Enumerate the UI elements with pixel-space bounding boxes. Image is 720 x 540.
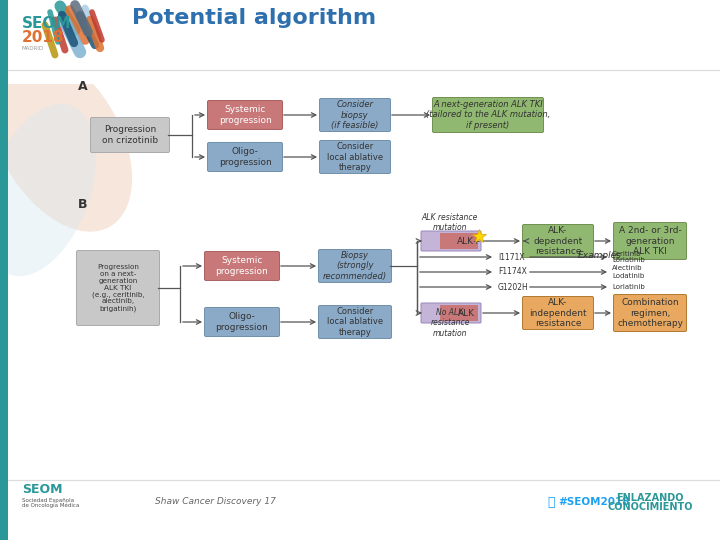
Text: 2018: 2018 bbox=[22, 30, 65, 45]
Text: ␦: ␦ bbox=[547, 496, 554, 509]
FancyBboxPatch shape bbox=[207, 100, 282, 130]
FancyBboxPatch shape bbox=[318, 249, 392, 282]
Text: Systemic
progression: Systemic progression bbox=[219, 105, 271, 125]
FancyBboxPatch shape bbox=[523, 296, 593, 329]
FancyBboxPatch shape bbox=[421, 231, 481, 251]
Text: Oligo-
progression: Oligo- progression bbox=[215, 313, 269, 332]
Text: Alectinib
Lodatinib: Alectinib Lodatinib bbox=[612, 266, 644, 279]
Text: MADRID: MADRID bbox=[22, 45, 44, 51]
Text: Systemic
progression: Systemic progression bbox=[215, 256, 269, 275]
FancyBboxPatch shape bbox=[207, 143, 282, 172]
Text: Lorlatinib: Lorlatinib bbox=[612, 284, 644, 290]
Text: ALK-
independent
resistance: ALK- independent resistance bbox=[529, 299, 587, 328]
Text: Consider
biopsy
(if feasible): Consider biopsy (if feasible) bbox=[331, 100, 379, 130]
Text: de Oncología Médica: de Oncología Médica bbox=[22, 503, 79, 508]
Bar bbox=[440, 233, 478, 249]
FancyBboxPatch shape bbox=[433, 98, 544, 132]
Text: A: A bbox=[78, 80, 88, 93]
FancyBboxPatch shape bbox=[318, 306, 392, 339]
Text: Sociedad Española: Sociedad Española bbox=[22, 498, 74, 503]
FancyBboxPatch shape bbox=[421, 303, 481, 323]
FancyBboxPatch shape bbox=[76, 251, 160, 326]
FancyBboxPatch shape bbox=[91, 118, 169, 152]
FancyBboxPatch shape bbox=[204, 252, 279, 280]
Text: I1171X: I1171X bbox=[498, 253, 525, 261]
Text: Examples: Examples bbox=[578, 251, 622, 260]
Text: F1174X: F1174X bbox=[498, 267, 527, 276]
FancyBboxPatch shape bbox=[320, 140, 390, 173]
Text: #SEOM2018: #SEOM2018 bbox=[558, 497, 629, 507]
Text: Consider
local ablative
therapy: Consider local ablative therapy bbox=[327, 143, 383, 172]
Text: No ALK
resistance
mutation: No ALK resistance mutation bbox=[431, 308, 469, 338]
Text: Consider
local ablative
therapy: Consider local ablative therapy bbox=[327, 307, 383, 336]
Bar bbox=[0, 0, 8, 540]
FancyBboxPatch shape bbox=[8, 6, 96, 84]
Text: G1202H: G1202H bbox=[498, 282, 528, 292]
Text: Biopsy
(strongly
recommended): Biopsy (strongly recommended) bbox=[323, 252, 387, 281]
FancyBboxPatch shape bbox=[320, 98, 390, 132]
Text: Progression
on crizotinib: Progression on crizotinib bbox=[102, 125, 158, 145]
FancyBboxPatch shape bbox=[523, 225, 593, 258]
Text: Combination
regimen,
chemotherapy: Combination regimen, chemotherapy bbox=[617, 299, 683, 328]
Text: A next-generation ALK TKI
(tailored to the ALK mutation,
if present): A next-generation ALK TKI (tailored to t… bbox=[426, 100, 550, 130]
FancyBboxPatch shape bbox=[204, 307, 279, 336]
Ellipse shape bbox=[0, 49, 132, 232]
Text: ALK-
dependent
resistance: ALK- dependent resistance bbox=[534, 226, 582, 255]
Text: Shaw Cancer Discovery 17: Shaw Cancer Discovery 17 bbox=[155, 497, 276, 507]
Text: Potential algorithm: Potential algorithm bbox=[132, 8, 376, 28]
Text: Progression
on a next-
generation
ALK TKI
(e.g., ceritinib,
alectinib,
brigatini: Progression on a next- generation ALK TK… bbox=[91, 264, 145, 312]
Text: SEOM: SEOM bbox=[22, 483, 63, 496]
Text: ALK: ALK bbox=[457, 308, 474, 318]
Text: SEOM: SEOM bbox=[22, 17, 71, 31]
FancyBboxPatch shape bbox=[613, 222, 686, 260]
Text: ENLAZANDO: ENLAZANDO bbox=[616, 493, 684, 503]
FancyBboxPatch shape bbox=[613, 294, 686, 332]
Text: Oligo-
progression: Oligo- progression bbox=[219, 147, 271, 166]
Ellipse shape bbox=[0, 104, 96, 276]
Text: B: B bbox=[78, 198, 88, 211]
Text: A 2nd- or 3rd-
generation
ALK TKI: A 2nd- or 3rd- generation ALK TKI bbox=[618, 226, 681, 255]
Text: Ceritinib
Lorlatinib: Ceritinib Lorlatinib bbox=[612, 251, 644, 264]
Bar bbox=[440, 305, 478, 321]
Text: ALK+: ALK+ bbox=[456, 237, 481, 246]
Text: ALK resistance
mutation: ALK resistance mutation bbox=[422, 213, 478, 232]
Text: CONOCIMIENTO: CONOCIMIENTO bbox=[607, 502, 693, 512]
